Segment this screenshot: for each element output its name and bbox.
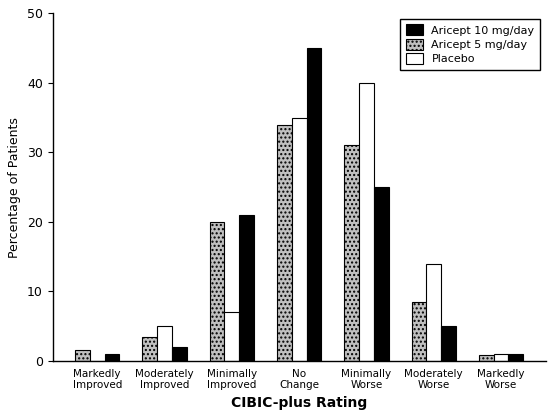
Bar <box>209 222 224 361</box>
Bar <box>172 347 187 361</box>
Bar <box>239 215 254 361</box>
Bar <box>292 117 306 361</box>
Bar <box>509 354 524 361</box>
Y-axis label: Percentage of Patients: Percentage of Patients <box>8 117 22 257</box>
Bar <box>224 312 239 361</box>
Legend: Aricept 10 mg/day, Aricept 5 mg/day, Placebo: Aricept 10 mg/day, Aricept 5 mg/day, Pla… <box>401 19 540 70</box>
Bar <box>344 145 359 361</box>
X-axis label: CIBIC-plus Rating: CIBIC-plus Rating <box>231 396 367 410</box>
Bar <box>374 187 389 361</box>
Bar <box>277 125 292 361</box>
Bar <box>157 326 172 361</box>
Bar <box>142 336 157 361</box>
Bar <box>306 48 321 361</box>
Bar <box>441 326 456 361</box>
Bar <box>479 355 494 361</box>
Bar <box>412 302 427 361</box>
Bar <box>427 264 441 361</box>
Bar <box>75 350 90 361</box>
Bar <box>494 354 509 361</box>
Bar <box>105 354 120 361</box>
Bar <box>359 83 374 361</box>
